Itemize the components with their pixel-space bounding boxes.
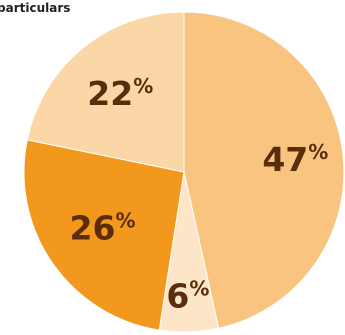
pie-slice-label-2: 6% <box>166 277 209 316</box>
pie-slice-label-3: 26% <box>70 209 136 248</box>
pie-labels: 47% 6% 26% 22% <box>70 74 329 316</box>
pie-slice-1 <box>183 11 345 329</box>
pie-slice-3 <box>23 139 185 331</box>
pie-slice-label-1: 47% <box>262 140 328 179</box>
pie-slice-label-4: 22% <box>87 74 153 113</box>
pie-slices <box>23 11 345 333</box>
pie-slice-4 <box>26 11 185 173</box>
chart-title: particulars <box>0 1 71 15</box>
